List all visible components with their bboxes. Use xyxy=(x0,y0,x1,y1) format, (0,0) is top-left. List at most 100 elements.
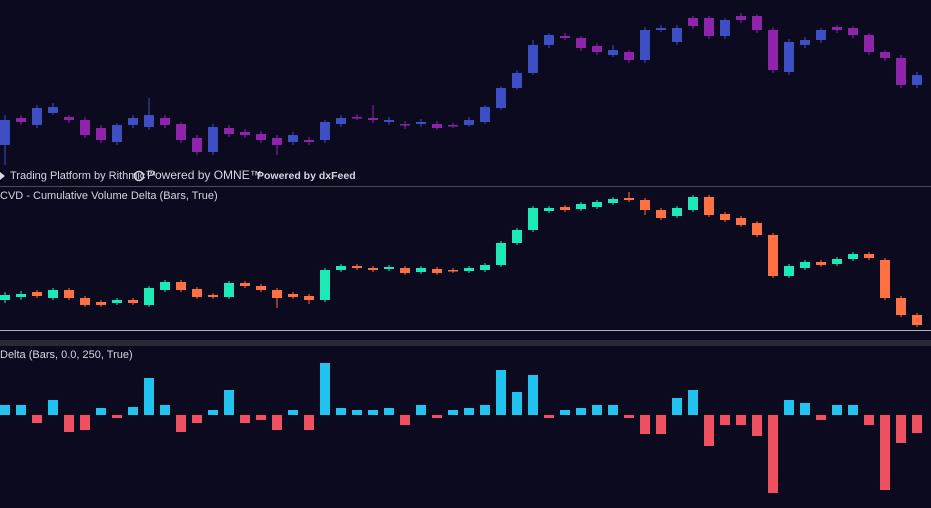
candle-body xyxy=(672,208,682,216)
candle-body xyxy=(512,230,522,243)
candle-body xyxy=(592,202,602,207)
candle-body xyxy=(16,118,26,122)
pane-title: Delta (Bars, 0.0, 250, True) xyxy=(0,349,133,361)
delta-bar xyxy=(400,415,410,425)
pane-separator xyxy=(0,340,931,346)
candle-body xyxy=(480,265,490,270)
delta-bar xyxy=(288,410,298,415)
candle-body xyxy=(416,268,426,272)
candle-body xyxy=(832,259,842,264)
candle-body xyxy=(96,128,106,140)
tagline: Trading Platform by Rithmic™ xyxy=(10,170,156,182)
candle-body xyxy=(768,235,778,276)
delta-bar xyxy=(512,392,522,415)
delta-bar xyxy=(144,378,154,415)
delta-bar xyxy=(384,408,394,415)
candle-body xyxy=(224,283,234,297)
delta-bar xyxy=(864,415,874,425)
delta-bar xyxy=(0,405,10,415)
candle-body xyxy=(112,125,122,142)
candle-body xyxy=(720,214,730,220)
delta-bar xyxy=(528,375,538,415)
candle-body xyxy=(272,290,282,298)
delta-bar xyxy=(176,415,186,432)
candle-body xyxy=(464,268,474,271)
candle-body xyxy=(304,140,314,142)
candle-body xyxy=(0,120,10,145)
candle-body xyxy=(304,296,314,300)
delta-bar xyxy=(656,415,666,434)
pane-title: CVD - Cumulative Volume Delta (Bars, Tru… xyxy=(0,190,218,202)
candle-body xyxy=(320,270,330,300)
candle-body xyxy=(464,120,474,125)
candle-body xyxy=(640,200,650,210)
candle-body xyxy=(336,266,346,270)
delta-bar xyxy=(880,415,890,490)
candle-body xyxy=(800,40,810,45)
candle-body xyxy=(896,58,906,85)
delta-bar xyxy=(112,415,122,418)
delta-bar xyxy=(80,415,90,430)
delta-bar xyxy=(160,405,170,415)
delta-bar xyxy=(96,408,106,415)
candle-body xyxy=(208,295,218,297)
candle-body xyxy=(848,254,858,259)
tagline: Powered by dxFeed xyxy=(257,170,356,182)
candle-body xyxy=(336,118,346,124)
candle-body xyxy=(256,286,266,290)
candle-body xyxy=(80,120,90,135)
delta-bar xyxy=(64,415,74,432)
candle-body xyxy=(16,294,26,297)
candle-body xyxy=(144,288,154,305)
candle-body xyxy=(368,118,378,120)
candle-body xyxy=(416,122,426,124)
delta-bar xyxy=(688,390,698,415)
candle-body xyxy=(160,118,170,125)
candle-body xyxy=(912,315,922,325)
candle-body xyxy=(432,124,442,128)
candle-body xyxy=(656,210,666,218)
omne-icon xyxy=(133,170,145,182)
delta-bar xyxy=(912,415,922,433)
candle-body xyxy=(128,118,138,125)
candle-body xyxy=(496,243,506,265)
delta-bar xyxy=(560,410,570,415)
delta-bar xyxy=(592,405,602,415)
candle-body xyxy=(768,30,778,70)
candle-body xyxy=(432,269,442,273)
delta-bar xyxy=(704,415,714,446)
candle-body xyxy=(640,30,650,60)
candle-body xyxy=(32,292,42,296)
candle-body xyxy=(192,138,202,152)
delta-bar xyxy=(16,405,26,415)
delta-bar xyxy=(240,415,250,423)
delta-bar xyxy=(640,415,650,434)
candle-body xyxy=(144,115,154,127)
candle-body xyxy=(912,75,922,85)
delta-bar xyxy=(192,415,202,423)
delta-bar xyxy=(320,363,330,415)
candle-body xyxy=(672,28,682,42)
delta-bar xyxy=(304,415,314,430)
candle-body xyxy=(352,117,362,119)
candle-body xyxy=(800,262,810,268)
candle-body xyxy=(560,36,570,38)
candle-body xyxy=(736,218,746,225)
candle-body xyxy=(160,282,170,290)
candle-body xyxy=(544,35,554,45)
candle-body xyxy=(64,117,74,120)
play-icon xyxy=(0,172,5,180)
candle-body xyxy=(896,298,906,315)
delta-bar xyxy=(48,400,58,415)
candle-body xyxy=(128,300,138,303)
candle-body xyxy=(576,38,586,48)
delta-bar xyxy=(336,408,346,415)
candle-body xyxy=(480,107,490,122)
candle-body xyxy=(848,28,858,35)
candle-body xyxy=(688,18,698,26)
candle-body xyxy=(880,52,890,58)
candle-body xyxy=(656,28,666,30)
candle-body xyxy=(560,207,570,210)
